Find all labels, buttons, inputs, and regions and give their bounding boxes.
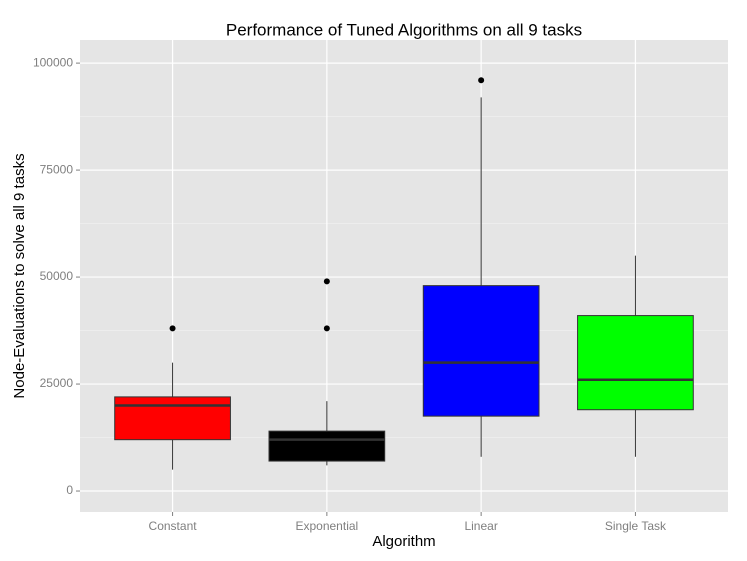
y-axis-label: Node-Evaluations to solve all 9 tasks [11, 153, 28, 398]
box [114, 396, 231, 441]
box [422, 285, 540, 417]
outlier [323, 278, 330, 285]
outlier [323, 325, 330, 332]
chart-title: Performance of Tuned Algorithms on all 9… [226, 20, 582, 39]
y-tick-label: 100000 [33, 55, 73, 69]
x-tick-label: Single Task [605, 519, 667, 533]
x-tick-label: Exponential [295, 519, 358, 533]
y-tick-label: 25000 [40, 376, 74, 390]
x-axis-label: Algorithm [372, 533, 435, 550]
outlier [169, 325, 176, 332]
box [577, 315, 694, 411]
y-tick-label: 75000 [40, 162, 74, 176]
panel [80, 40, 728, 512]
outlier [478, 77, 485, 84]
box [268, 430, 386, 462]
y-tick-label: 0 [66, 483, 73, 497]
x-tick-label: Constant [149, 519, 198, 533]
x-tick-label: Linear [464, 519, 497, 533]
y-tick-label: 50000 [40, 269, 74, 283]
